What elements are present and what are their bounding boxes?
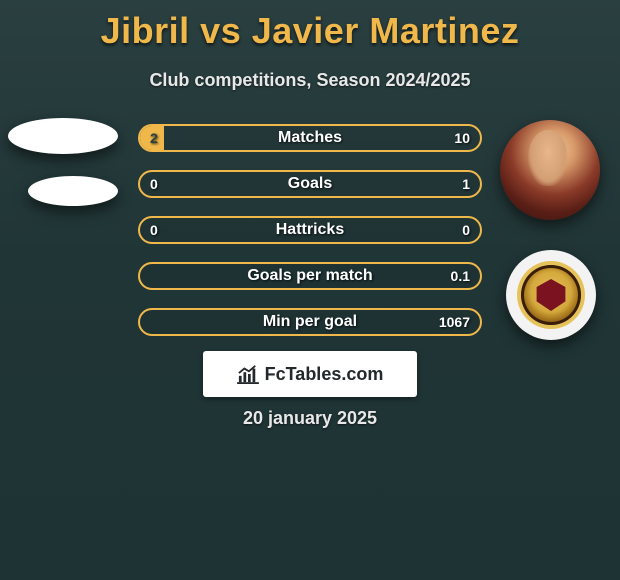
stat-right-value: 0 — [462, 222, 470, 238]
title-vs: vs — [200, 10, 241, 51]
subtitle: Club competitions, Season 2024/2025 — [0, 70, 620, 91]
stat-right-value: 0.1 — [451, 268, 470, 284]
stat-label: Hattricks — [276, 221, 344, 239]
stat-label: Goals per match — [247, 267, 372, 285]
club1-placeholder-icon — [28, 176, 118, 206]
page-title: Jibril vs Javier Martinez — [0, 0, 620, 52]
stat-right-value: 10 — [454, 130, 470, 146]
stats-panel: 2Matches100Goals10Hattricks0Goals per ma… — [138, 124, 482, 354]
left-column — [8, 118, 118, 228]
stat-row: Goals per match 0.1 — [138, 262, 482, 290]
stat-right-value: 1 — [462, 176, 470, 192]
player2-photo — [500, 120, 600, 220]
player1-placeholder-icon — [8, 118, 118, 154]
stat-label: Matches — [278, 129, 342, 147]
stat-row: 0 Hattricks 0 — [138, 216, 482, 244]
stat-row: Min per goal 1067 — [138, 308, 482, 336]
branding-badge: FcTables.com — [203, 351, 417, 397]
stat-right-value: 1067 — [439, 314, 470, 330]
stat-left-value: 0 — [150, 222, 158, 238]
stat-row: 2 Matches 10 — [138, 124, 482, 152]
title-player2: Javier Martinez — [252, 10, 520, 51]
date-label: 20 january 2025 — [0, 408, 620, 429]
stat-label: Min per goal — [263, 313, 357, 331]
club2-badge-icon — [506, 250, 596, 340]
title-player1: Jibril — [101, 10, 190, 51]
stat-row: 0 Goals 1 — [138, 170, 482, 198]
stat-left-value: 2 — [150, 130, 158, 146]
right-column — [500, 120, 600, 340]
chart-icon — [237, 364, 259, 384]
stat-left-value: 0 — [150, 176, 158, 192]
stat-label: Goals — [288, 175, 332, 193]
branding-text: FcTables.com — [265, 364, 384, 385]
